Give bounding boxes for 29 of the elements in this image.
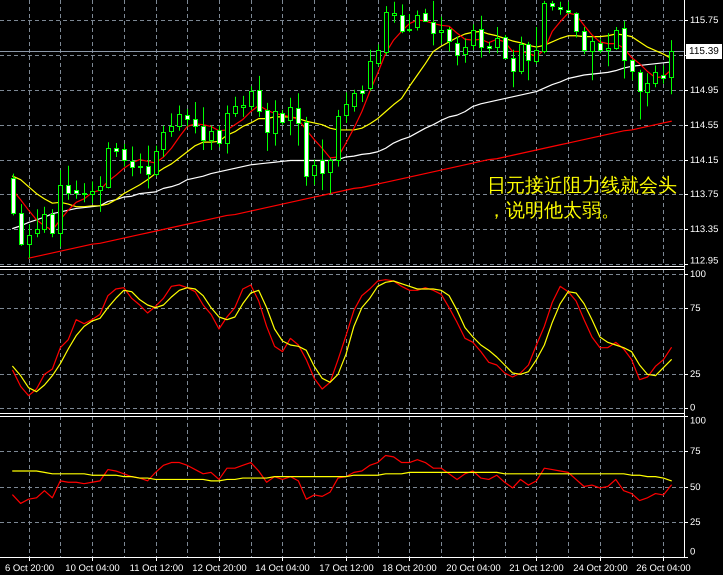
- y-tick-label: 50: [690, 482, 701, 493]
- y-tick-label: 115.75: [690, 15, 718, 26]
- x-tick-label: 24 Oct 20:00: [573, 563, 628, 574]
- y-tick-label: 114.55: [690, 120, 718, 131]
- x-tick-label: 11 Oct 12:00: [130, 563, 184, 574]
- y-tick-label: 112.95: [690, 256, 718, 266]
- y-tick-label: 25: [690, 369, 701, 380]
- x-tick-label: 14 Oct 04:00: [255, 563, 310, 574]
- y-tick-label: 100: [690, 269, 706, 280]
- y-tick-label: 0: [690, 546, 696, 558]
- x-tick-label: 20 Oct 04:00: [446, 563, 501, 574]
- x-tick-label: 26 Oct 04:00: [636, 563, 691, 574]
- y-tick-label: 75: [690, 303, 701, 314]
- ref-line-label: 115.39: [689, 46, 720, 57]
- y-tick-label: 114.15: [690, 155, 718, 166]
- x-tick-label: 6 Oct 20:00: [4, 563, 54, 574]
- x-tick-label: 12 Oct 20:00: [192, 563, 247, 574]
- y-tick-label: 75: [690, 446, 701, 457]
- y-tick-label: 25: [690, 517, 701, 528]
- x-tick-label: 17 Oct 12:00: [319, 563, 374, 574]
- x-tick-label: 10 Oct 04:00: [65, 563, 120, 574]
- x-tick-label: 18 Oct 20:00: [382, 563, 437, 574]
- y-tick-label: 113.35: [690, 224, 718, 235]
- y-tick-label: 113.75: [690, 189, 718, 200]
- y-tick-label: 100: [690, 416, 706, 426]
- y-tick-label: 0: [690, 402, 696, 414]
- y-tick-label: 114.95: [690, 85, 718, 96]
- x-tick-label: 21 Oct 12:00: [509, 563, 564, 574]
- annotation: 日元接近阻力线就会头，说明他太弱。: [487, 174, 678, 222]
